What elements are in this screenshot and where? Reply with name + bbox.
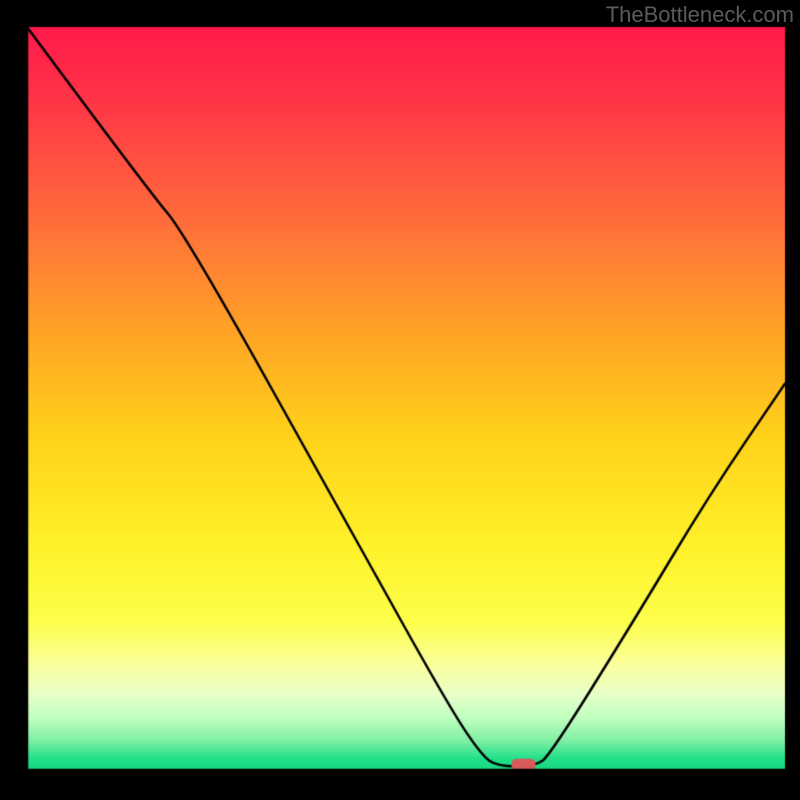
chart-container: TheBottleneck.com (0, 0, 800, 800)
bottleneck-chart (0, 0, 800, 800)
watermark-text: TheBottleneck.com (606, 2, 794, 28)
